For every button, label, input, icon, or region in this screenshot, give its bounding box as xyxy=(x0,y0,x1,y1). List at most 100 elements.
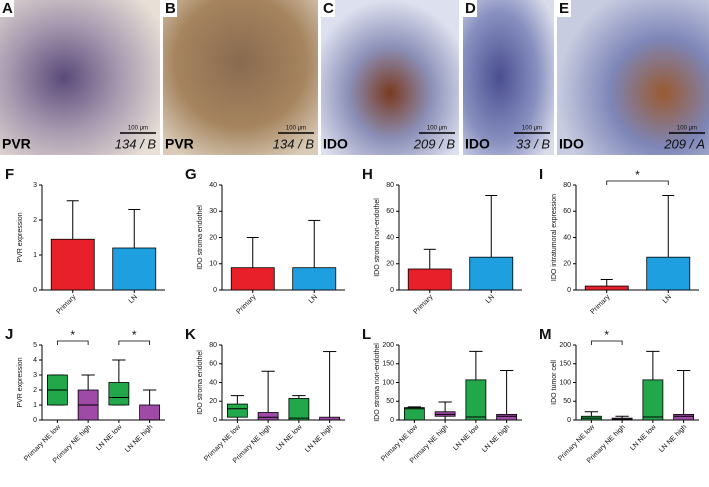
micrograph xyxy=(463,0,554,155)
y-tick-label: 40 xyxy=(563,234,571,241)
y-tick-label: 0 xyxy=(213,417,217,424)
stain-label: IDO xyxy=(323,136,348,152)
panel-label: L xyxy=(362,326,371,343)
y-tick-label: 20 xyxy=(563,261,571,268)
bar xyxy=(646,256,691,291)
y-tick-label: 100 xyxy=(382,379,394,386)
bar xyxy=(292,267,337,291)
x-tick-label: LN NE high xyxy=(481,424,511,454)
bar xyxy=(469,256,514,291)
x-tick-label: LN NE high xyxy=(658,424,688,454)
bar xyxy=(50,238,95,291)
box xyxy=(465,379,487,421)
panel-label: H xyxy=(362,166,373,183)
significance-bracket xyxy=(56,340,89,345)
box xyxy=(642,379,664,421)
x-tick-label: Primary xyxy=(235,293,257,315)
micrograph xyxy=(163,0,318,155)
y-tick-label: 0 xyxy=(33,417,37,424)
x-tick-label: LN NE high xyxy=(304,424,334,454)
y-tick-label: 0 xyxy=(33,287,37,294)
panel-label: K xyxy=(185,326,196,343)
y-tick-label: 20 xyxy=(209,234,217,241)
y-axis-label: IDO stroma endothel xyxy=(197,205,204,270)
significance-label: * xyxy=(604,328,609,342)
stain-label: PVR xyxy=(165,136,194,152)
stain-label: PVR xyxy=(2,136,31,152)
y-tick-label: 200 xyxy=(382,342,394,349)
y-tick-label: 20 xyxy=(209,398,217,405)
scale-label: 100 μm xyxy=(286,126,306,132)
y-axis-label: IDO tumor cell xyxy=(551,360,558,405)
image-caption: 209 / A xyxy=(663,136,705,151)
y-tick-label: 60 xyxy=(563,208,571,215)
image-caption: 33 / B xyxy=(516,136,550,151)
micrograph xyxy=(0,0,160,155)
y-tick-label: 1 xyxy=(33,252,37,259)
y-tick-label: 30 xyxy=(209,208,217,215)
significance-bracket xyxy=(590,340,623,345)
y-axis-label: PVR expression xyxy=(17,357,24,407)
panel-label: I xyxy=(539,166,543,183)
x-tick-label: LN xyxy=(308,294,319,305)
scale-label: 100 μm xyxy=(128,126,148,132)
panel-label: B xyxy=(165,0,176,17)
y-tick-label: 100 xyxy=(559,379,571,386)
scale-label: 100 μm xyxy=(427,126,447,132)
y-tick-label: 0 xyxy=(567,417,571,424)
x-tick-label: LN xyxy=(662,294,673,305)
y-tick-label: 0 xyxy=(390,287,394,294)
y-tick-label: 3 xyxy=(33,372,37,379)
y-tick-label: 60 xyxy=(386,208,394,215)
panel-label-bg xyxy=(163,0,177,17)
y-tick-label: 2 xyxy=(33,387,37,394)
significance-label: * xyxy=(70,328,75,342)
x-tick-label: Primary xyxy=(55,293,77,315)
y-tick-label: 40 xyxy=(209,379,217,386)
significance-bracket xyxy=(606,180,669,185)
bar xyxy=(112,247,157,291)
image-caption: 134 / B xyxy=(115,136,157,151)
y-tick-label: 0 xyxy=(567,287,571,294)
y-tick-label: 200 xyxy=(559,342,571,349)
y-tick-label: 150 xyxy=(382,361,394,368)
panel-label: E xyxy=(559,0,569,17)
x-tick-label: LN NE low xyxy=(629,423,658,452)
x-tick-label: Primary xyxy=(589,293,611,315)
box xyxy=(139,404,161,421)
image-caption: 209 / B xyxy=(413,136,456,151)
panel-label: G xyxy=(185,166,197,183)
y-tick-label: 80 xyxy=(563,182,571,189)
panel-label: F xyxy=(5,166,14,183)
image-caption: 134 / B xyxy=(273,136,315,151)
scale-label: 100 μm xyxy=(522,126,542,132)
box xyxy=(108,382,130,406)
panel-label: M xyxy=(539,326,552,343)
y-axis-label: PVR expression xyxy=(17,212,24,262)
significance-label: * xyxy=(635,168,640,182)
panel-label-bg xyxy=(321,0,335,17)
y-axis-label: IDO stroma non-endothel xyxy=(374,198,381,277)
box xyxy=(673,413,695,421)
y-tick-label: 4 xyxy=(33,357,37,364)
y-tick-label: 1 xyxy=(33,402,37,409)
y-tick-label: 2 xyxy=(33,217,37,224)
panel-label: D xyxy=(465,0,476,17)
y-tick-label: 5 xyxy=(33,342,37,349)
x-tick-label: LN NE low xyxy=(452,423,481,452)
y-tick-label: 50 xyxy=(563,398,571,405)
y-tick-label: 150 xyxy=(559,361,571,368)
panel-label-bg xyxy=(463,0,477,17)
box xyxy=(288,398,310,421)
panel-label-bg xyxy=(0,0,14,17)
stain-label: IDO xyxy=(559,136,584,152)
x-tick-label: LN NE low xyxy=(275,423,304,452)
y-tick-label: 10 xyxy=(209,261,217,268)
y-tick-label: 80 xyxy=(386,182,394,189)
significance-bracket xyxy=(118,340,151,345)
panel-label-bg xyxy=(557,0,571,17)
y-axis-label: IDO stroma non-endothel xyxy=(374,343,381,422)
bar xyxy=(230,267,275,291)
panel-label: J xyxy=(5,326,13,343)
